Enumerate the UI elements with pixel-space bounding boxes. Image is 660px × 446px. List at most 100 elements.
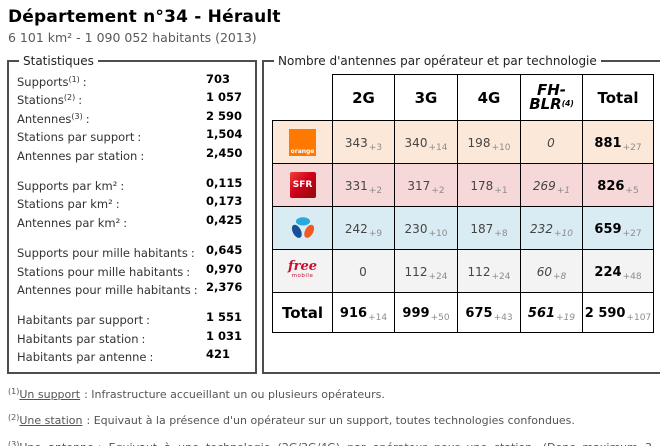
- stat-label: Antennes: [17, 111, 72, 126]
- cell-bouygues-total: 659+27: [582, 206, 654, 250]
- corner-cell: [272, 74, 333, 121]
- stat-value: 2,376: [206, 280, 243, 295]
- stat-label: Supports pour mille habitants: [17, 246, 188, 261]
- stat-row: Stations par support: 1,504: [17, 127, 243, 145]
- cell-orange-3g: 340+14: [394, 120, 458, 164]
- footnote-3: (3)Une antenne: Equivaut à une technolog…: [8, 435, 652, 446]
- cell-sfr-total: 826+5: [582, 163, 654, 207]
- sfr-logo-cell: SFR: [272, 163, 333, 207]
- table-header-row: 2G 3G 4G FH- BLR(4) Total: [272, 74, 654, 121]
- stat-label: Stations pour mille habitants: [17, 264, 184, 279]
- cell-free-3g: 112+24: [394, 249, 458, 293]
- stat-value: 0,173: [206, 194, 243, 209]
- footnotes: (1)Un support: Infrastructure accueillan…: [8, 382, 652, 446]
- stat-row: Antennes par station: 2,450: [17, 145, 243, 163]
- page-subtitle: 6 101 km² - 1 090 052 habitants (2013): [8, 30, 257, 45]
- cell-bouygues-fhblr: 232+10: [520, 206, 583, 250]
- footnote-term-support-link[interactable]: Un support: [19, 387, 81, 401]
- stat-row: Antennes pour mille habitants: 2,376: [17, 280, 243, 298]
- antennas-panel: Nombre d'antennes par opérateur et par t…: [262, 54, 660, 374]
- stat-value: 0,115: [206, 176, 243, 191]
- panels: Statistiques Supports(1): 703 Stations(2…: [7, 54, 660, 374]
- cell-orange-total: 881+27: [582, 120, 654, 164]
- stat-value: 1 551: [206, 310, 243, 325]
- column-header-2g: 2G: [332, 74, 395, 121]
- stat-label: Antennes par station: [17, 148, 138, 163]
- cell-bouygues-3g: 230+10: [394, 206, 458, 250]
- orange-logo-cell: orange: [272, 120, 333, 164]
- total-row-label: Total: [272, 292, 333, 333]
- stat-row: Antennes par km²: 0,425: [17, 212, 243, 230]
- cell-bouygues-2g: 242+9: [332, 206, 395, 250]
- cell-orange-4g: 198+10: [457, 120, 521, 164]
- stat-row: Habitants par station: 1 031: [17, 328, 243, 346]
- cell-sfr-fhblr: 269+1: [520, 163, 583, 207]
- cell-free-fhblr: 60+8: [520, 249, 583, 293]
- stat-value: 1 057: [206, 90, 243, 105]
- antennas-legend: Nombre d'antennes par opérateur et par t…: [278, 54, 597, 68]
- cell-total-3g: 999+50: [394, 292, 458, 333]
- column-header-fhblr: FH- BLR(4): [520, 74, 583, 121]
- cell-total-2g: 916+14: [332, 292, 395, 333]
- page-title: Département n°34 - Hérault: [8, 7, 281, 27]
- stat-value: 1 031: [206, 328, 243, 343]
- stat-value: 2 590: [206, 108, 243, 123]
- cell-total-total: 2 590+107: [582, 292, 654, 333]
- stat-row: Stations pour mille habitants: 0,970: [17, 261, 243, 279]
- orange-logo: orange: [289, 128, 316, 156]
- stat-value: 2,450: [206, 145, 243, 160]
- stat-value: 0,425: [206, 212, 243, 227]
- stat-label: Antennes par km²: [17, 215, 121, 230]
- stat-value: 0,970: [206, 261, 243, 276]
- stat-row: Supports pour mille habitants: 0,645: [17, 243, 243, 261]
- stat-group-per-km2: Supports par km²: 0,115 Stations par km²…: [17, 176, 247, 231]
- stat-row: Stations(2): 1 057: [17, 90, 243, 108]
- stat-label: Habitants par station: [17, 331, 139, 346]
- stat-label: Habitants par antenne: [17, 350, 147, 365]
- stat-row: Supports(1): 703: [17, 72, 231, 89]
- statistics-panel: Statistiques Supports(1): 703 Stations(2…: [7, 54, 257, 374]
- stat-label: Stations par support: [17, 130, 135, 145]
- free-logo-cell: free mobile: [272, 249, 333, 293]
- cell-free-4g: 112+24: [457, 249, 521, 293]
- stat-row: Supports par km²: 0,115: [17, 176, 243, 194]
- cell-orange-fhblr: 0: [520, 120, 583, 164]
- antennas-table: 2G 3G 4G FH- BLR(4) Total orange 343+3 3…: [272, 74, 654, 333]
- cell-free-total: 224+48: [582, 249, 654, 293]
- cell-bouygues-4g: 187+8: [457, 206, 521, 250]
- total-row: Total 916+14 999+50 675+43 561+19 2 590+…: [272, 292, 654, 333]
- stat-sup: (2): [63, 93, 76, 103]
- footnote-1: (1)Un support: Infrastructure accueillan…: [8, 386, 385, 401]
- column-header-total: Total: [582, 74, 654, 121]
- free-mobile-logo: free mobile: [288, 258, 317, 279]
- stat-row: Antennes(3): 2 590: [17, 108, 243, 126]
- stat-group-per-thousand: Supports pour mille habitants: 0,645 Sta…: [17, 243, 247, 298]
- cell-free-2g: 0: [332, 249, 395, 293]
- operator-row-sfr: SFR 331+2 317+2 178+1 269+1 826+5: [272, 163, 654, 207]
- stat-value: 1,504: [206, 127, 243, 142]
- footnote-term-antenne-link[interactable]: Une antenne: [19, 441, 93, 446]
- column-header-4g: 4G: [457, 74, 521, 121]
- column-header-3g: 3G: [394, 74, 458, 121]
- stat-value: 0,645: [206, 243, 243, 258]
- sfr-logo: SFR: [289, 172, 316, 198]
- stat-value: 703: [206, 72, 231, 86]
- operator-row-free: free mobile 0 112+24 112+24 60+8 224+48: [272, 249, 654, 293]
- stat-label: Stations: [17, 93, 64, 108]
- stat-group-counts: Supports(1): 703 Stations(2): 1 057 Ante…: [17, 72, 247, 164]
- cell-sfr-2g: 331+2: [332, 163, 395, 207]
- operator-row-orange: orange 343+3 340+14 198+10 0 881+27: [272, 120, 654, 164]
- footnote-term-station-link[interactable]: Une station: [19, 414, 83, 428]
- footnote-2: (2)Une station: Equivaut à la présence d…: [8, 413, 575, 428]
- stat-label: Stations par km²: [17, 197, 113, 212]
- stat-label: Supports: [17, 75, 69, 89]
- bouygues-logo-cell: [272, 206, 333, 250]
- cell-sfr-4g: 178+1: [457, 163, 521, 207]
- statistics-legend: Statistiques: [23, 54, 94, 68]
- stat-row: Stations par km²: 0,173: [17, 194, 243, 212]
- stat-sup: (3): [71, 111, 83, 121]
- stat-row: Habitants par support: 1 551: [17, 310, 243, 328]
- stat-sup: (1): [68, 75, 80, 84]
- stat-label: Antennes pour mille habitants: [17, 283, 191, 298]
